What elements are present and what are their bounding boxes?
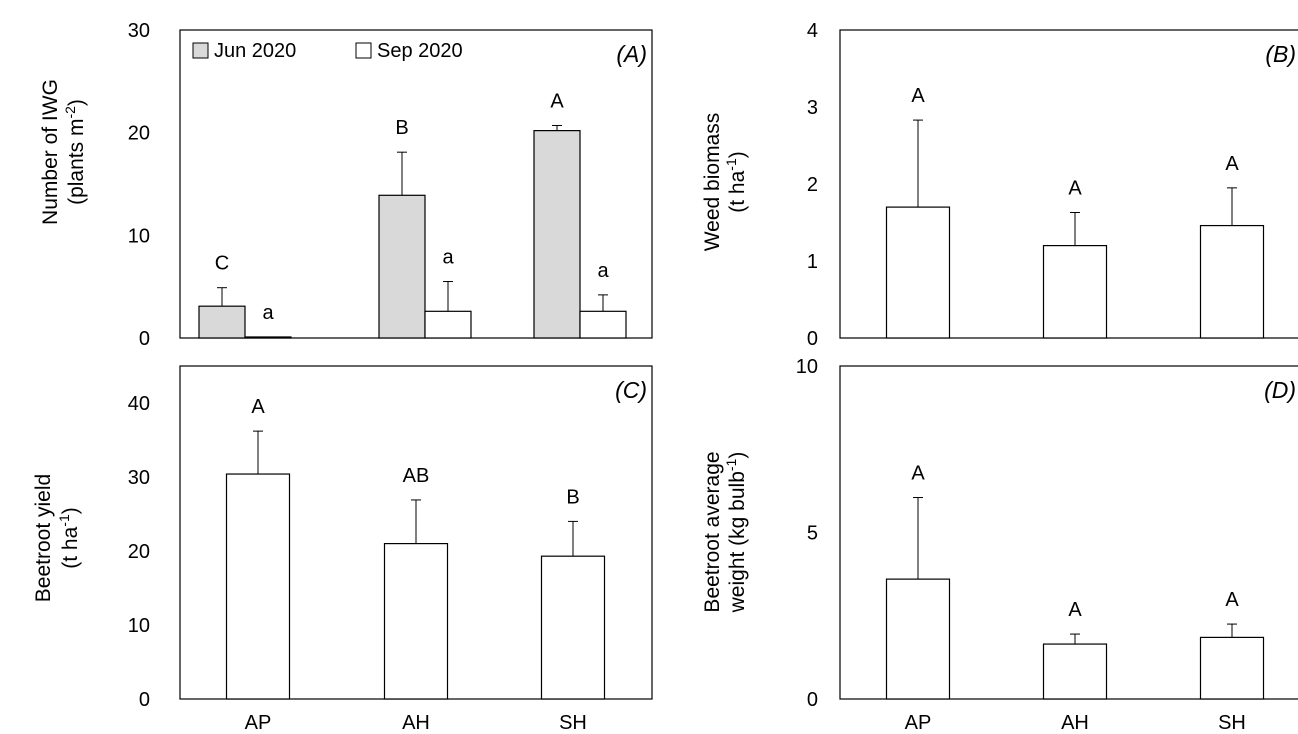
legend-swatch: [356, 43, 371, 58]
significance-letter: A: [1068, 177, 1082, 199]
y-axis-label: Beetroot average: [701, 451, 724, 612]
bar: [1201, 637, 1264, 699]
significance-letter: B: [395, 117, 408, 139]
significance-letter: A: [911, 85, 925, 107]
y-tick-label: 20: [128, 541, 150, 563]
x-tick-label: SH: [1218, 712, 1246, 734]
y-axis-label-line2-group: (t ha-1): [56, 507, 82, 568]
y-axis-label: Beetroot yield: [32, 474, 55, 602]
chart-panel-1: 0 10 20 30 C B Aa a a (A) Number of IWG (plants m-2…: [39, 20, 652, 350]
y-axis-label-text: ): [726, 151, 749, 158]
y-tick-label: 0: [807, 689, 818, 711]
chart-panel-2: 0 1 2 3 4 A A A (B) Weed biomass (t ha-1): [701, 20, 1298, 350]
y-tick-label: 0: [807, 328, 818, 350]
y-tick-label: 1: [807, 251, 818, 273]
y-axis-label-line2-group: (t ha-1): [723, 151, 749, 212]
bar: [887, 579, 950, 699]
y-axis-label-superscript: -1: [723, 158, 739, 171]
legend: Jun 2020 Sep 2020: [193, 40, 463, 62]
y-tick-label: 10: [796, 356, 818, 378]
legend-swatch: [193, 43, 208, 58]
chart-panel-3: 0 10 20 30 40 A AB B AP AH SH (C) Beetroot yield (t h…: [32, 366, 652, 734]
bar: [227, 474, 290, 699]
significance-letter: A: [550, 90, 564, 112]
y-axis-label-line2: (t ha-1): [56, 507, 82, 568]
y-tick-label: 40: [128, 393, 150, 415]
bar: [245, 337, 291, 338]
y-tick-label: 10: [128, 225, 150, 247]
significance-letter: A: [1225, 153, 1239, 175]
y-axis-label-line1: Number of IWG: [39, 79, 62, 225]
significance-letter: AB: [403, 465, 430, 487]
y-axis-label-line1: Beetroot average: [701, 451, 724, 612]
y-axis-label-line2: (plants m-2): [62, 99, 88, 205]
significance-letter: B: [566, 486, 579, 508]
y-tick-label: 30: [128, 20, 150, 42]
bar: [580, 311, 626, 338]
y-tick-label: 3: [807, 97, 818, 119]
y-tick-label: 30: [128, 467, 150, 489]
y-axis-label-line1: Weed biomass: [701, 113, 724, 252]
y-tick-label: 5: [807, 523, 818, 545]
y-axis-label-text: (t ha: [726, 170, 749, 212]
y-axis-label-text: (t ha: [59, 526, 82, 568]
bar: [887, 207, 950, 338]
significance-letter: A: [1225, 589, 1239, 611]
y-axis-label-text: (plants m: [65, 119, 88, 205]
y-tick-label: 20: [128, 123, 150, 145]
y-axis-label-line1: Beetroot yield: [32, 474, 55, 602]
y-axis-label-text: ): [726, 452, 749, 459]
significance-letter: a: [262, 302, 274, 324]
x-tick-label: AH: [402, 712, 430, 734]
x-tick-label: AP: [905, 712, 932, 734]
y-tick-label: 0: [139, 328, 150, 350]
panel-label: (C): [615, 377, 647, 403]
panel-label: (B): [1265, 41, 1296, 67]
y-axis-label-superscript: -2: [62, 106, 78, 119]
bar: [385, 544, 448, 699]
panel-label: (D): [1264, 377, 1296, 403]
y-axis-label: Number of IWG: [39, 79, 62, 225]
bar: [1044, 246, 1107, 338]
legend-label: Sep 2020: [377, 40, 463, 62]
y-axis-label-text: weight (kg bulb: [726, 471, 749, 613]
bar: [542, 556, 605, 699]
bar: [1201, 226, 1264, 338]
chart-panel-4: 0 5 10 A A A AP AH SH (D) Beetroot average weight (…: [701, 356, 1298, 734]
significance-letter: A: [911, 463, 925, 485]
bar: [379, 195, 425, 338]
bar: [534, 131, 580, 338]
y-axis-label-line2-group: weight (kg bulb-1): [723, 452, 749, 614]
y-axis-label-text: ): [65, 99, 88, 106]
significance-letter: a: [597, 260, 609, 282]
y-tick-label: 10: [128, 615, 150, 637]
y-axis-label-line2-group: (plants m-2): [62, 99, 88, 205]
y-tick-label: 2: [807, 174, 818, 196]
y-axis-label-line2: weight (kg bulb-1): [723, 452, 749, 614]
significance-letter: A: [1068, 599, 1082, 621]
y-axis-label: Weed biomass: [701, 113, 724, 252]
y-axis-label-superscript: -1: [56, 514, 72, 527]
y-axis-label-line2: (t ha-1): [723, 151, 749, 212]
bar: [1044, 644, 1107, 699]
significance-letter: C: [215, 253, 229, 275]
x-tick-label: AH: [1061, 712, 1089, 734]
bar: [425, 311, 471, 338]
significance-letter: A: [251, 396, 265, 418]
panel-label: (A): [616, 41, 647, 67]
x-tick-label: AP: [245, 712, 272, 734]
bar: [199, 306, 245, 338]
x-tick-label: SH: [559, 712, 587, 734]
significance-letter: a: [442, 247, 454, 269]
y-axis-label-superscript: -1: [723, 458, 739, 471]
y-tick-label: 4: [807, 20, 818, 42]
legend-label: Jun 2020: [214, 40, 296, 62]
y-axis-label-text: ): [59, 507, 82, 514]
y-tick-label: 0: [139, 689, 150, 711]
